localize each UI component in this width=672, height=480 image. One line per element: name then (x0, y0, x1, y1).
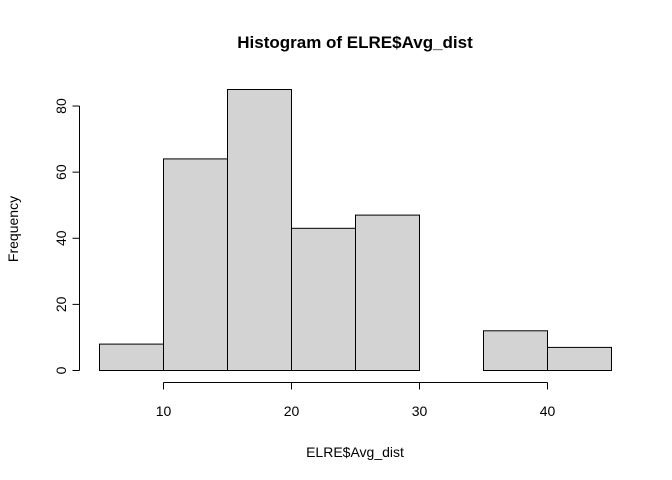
x-tick-label-40: 40 (540, 403, 556, 419)
y-tick-label-80: 80 (53, 98, 69, 114)
histogram-bar-3 (227, 89, 292, 371)
histogram-bar-5 (355, 214, 420, 371)
x-tick-label-20: 20 (284, 403, 300, 419)
y-tick-label-60: 60 (53, 164, 69, 180)
y-axis-label: Frequency (5, 196, 21, 262)
x-axis: 10 20 30 40 (156, 382, 556, 419)
x-tick-label-10: 10 (156, 403, 172, 419)
y-tick-label-40: 40 (53, 230, 69, 246)
y-axis: 0 20 40 60 80 (53, 98, 80, 374)
histogram-bar-1 (99, 343, 164, 372)
histogram-bar-4 (291, 227, 356, 371)
chart-title: Histogram of ELRE$Avg_dist (237, 33, 473, 52)
y-tick-label-20: 20 (53, 296, 69, 312)
histogram-bar-2 (163, 158, 228, 371)
histogram-bar-8 (547, 346, 612, 371)
bars-group (99, 89, 612, 372)
x-tick-label-30: 30 (412, 403, 428, 419)
histogram-bar-7 (483, 330, 548, 371)
x-axis-label: ELRE$Avg_dist (306, 444, 404, 460)
y-tick-label-0: 0 (53, 366, 69, 374)
